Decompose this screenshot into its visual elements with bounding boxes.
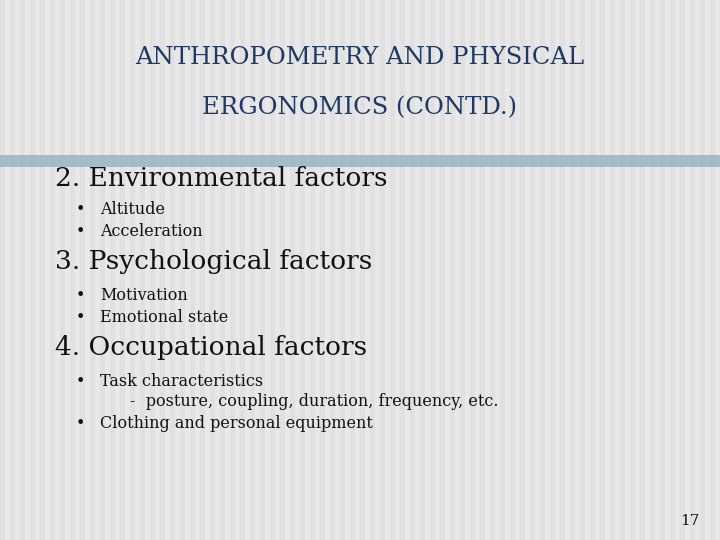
Bar (320, 0, 325, 540)
Bar (580, 0, 585, 540)
Text: •: • (76, 309, 85, 327)
Bar (390, 0, 395, 540)
Bar (300, 0, 305, 540)
Bar (530, 0, 535, 540)
Text: 17: 17 (680, 514, 700, 528)
Bar (470, 0, 475, 540)
Bar (630, 0, 635, 540)
Bar (230, 0, 235, 540)
Bar (120, 0, 125, 540)
Bar (70, 0, 75, 540)
Bar (600, 0, 605, 540)
Bar (310, 0, 315, 540)
Bar (650, 0, 655, 540)
Bar (190, 0, 195, 540)
Bar (80, 0, 85, 540)
Bar (690, 0, 695, 540)
Bar (200, 0, 205, 540)
Bar (140, 0, 145, 540)
Bar (570, 0, 575, 540)
Bar (620, 0, 625, 540)
Text: -  posture, coupling, duration, frequency, etc.: - posture, coupling, duration, frequency… (130, 394, 498, 410)
Text: Emotional state: Emotional state (100, 309, 228, 327)
Bar (340, 0, 345, 540)
Bar (280, 0, 285, 540)
Bar (460, 0, 465, 540)
Bar (520, 0, 525, 540)
Text: •: • (76, 201, 85, 219)
Bar (250, 0, 255, 540)
Text: Motivation: Motivation (100, 287, 188, 305)
Bar (350, 0, 355, 540)
Text: •: • (76, 374, 85, 390)
Bar (0, 0, 5, 540)
Text: Acceleration: Acceleration (100, 224, 202, 240)
Bar (290, 0, 295, 540)
Text: •: • (76, 287, 85, 305)
Text: Task characteristics: Task characteristics (100, 374, 263, 390)
Bar (160, 0, 165, 540)
Bar (510, 0, 515, 540)
Text: •: • (76, 415, 85, 433)
Bar (40, 0, 45, 540)
Bar (270, 0, 275, 540)
Bar (400, 0, 405, 540)
Bar (170, 0, 175, 540)
Text: •: • (76, 224, 85, 240)
Bar (480, 0, 485, 540)
Bar (360, 0, 365, 540)
Bar (540, 0, 545, 540)
Bar (260, 0, 265, 540)
Bar (430, 0, 435, 540)
Bar (330, 0, 335, 540)
Bar (380, 0, 385, 540)
Bar (20, 0, 25, 540)
Text: ERGONOMICS (CONTD.): ERGONOMICS (CONTD.) (202, 97, 518, 119)
Bar (710, 0, 715, 540)
Bar (670, 0, 675, 540)
Text: Altitude: Altitude (100, 201, 165, 219)
Bar (500, 0, 505, 540)
Bar (150, 0, 155, 540)
Bar (110, 0, 115, 540)
Bar (590, 0, 595, 540)
Bar (610, 0, 615, 540)
Bar (440, 0, 445, 540)
Bar (550, 0, 555, 540)
Bar (420, 0, 425, 540)
Text: 3. Psychological factors: 3. Psychological factors (55, 249, 372, 274)
Bar (130, 0, 135, 540)
Bar (220, 0, 225, 540)
Bar (90, 0, 95, 540)
Bar (210, 0, 215, 540)
Bar (700, 0, 705, 540)
Text: ANTHROPOMETRY AND PHYSICAL: ANTHROPOMETRY AND PHYSICAL (135, 46, 585, 70)
Bar (370, 0, 375, 540)
Bar (50, 0, 55, 540)
Bar (640, 0, 645, 540)
Bar (30, 0, 35, 540)
Bar (410, 0, 415, 540)
Bar (560, 0, 565, 540)
Bar (60, 0, 65, 540)
Bar (240, 0, 245, 540)
Text: Clothing and personal equipment: Clothing and personal equipment (100, 415, 373, 433)
Bar (450, 0, 455, 540)
Text: 4. Occupational factors: 4. Occupational factors (55, 335, 367, 361)
Bar (490, 0, 495, 540)
Bar (680, 0, 685, 540)
Text: 2. Environmental factors: 2. Environmental factors (55, 165, 387, 191)
Bar (10, 0, 15, 540)
Bar (180, 0, 185, 540)
Bar (0, 155, 720, 167)
Bar (660, 0, 665, 540)
Bar (100, 0, 105, 540)
